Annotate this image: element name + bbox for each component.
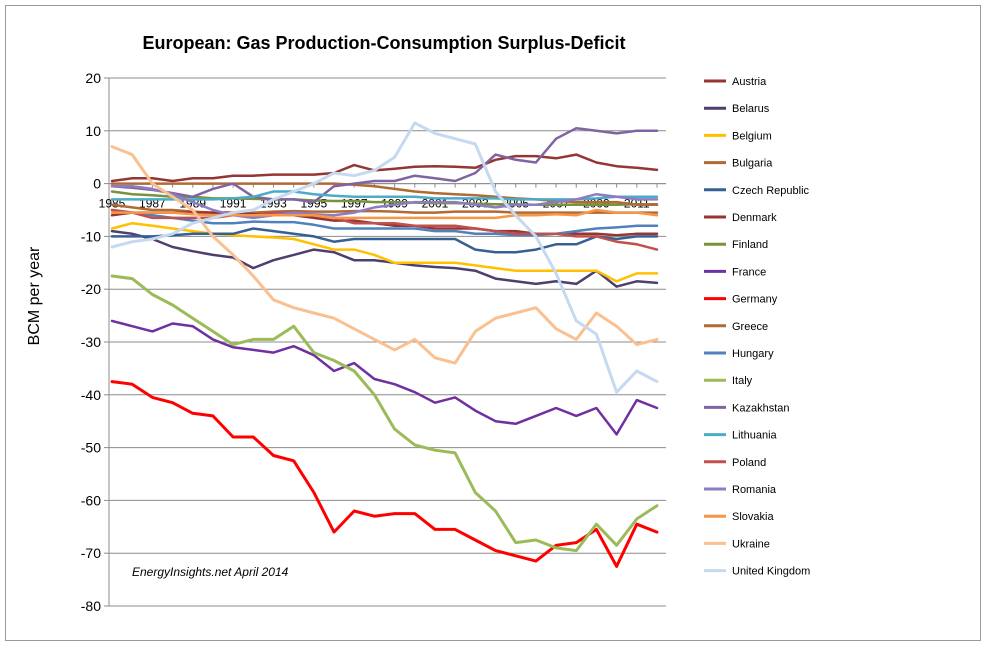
y-tick-label: -20 [81, 281, 101, 297]
series-line-austria [110, 153, 659, 183]
series-layer [110, 121, 659, 568]
series-line-germany [110, 380, 659, 568]
legend-label: Czech Republic [732, 185, 810, 197]
legend-label: Germany [732, 294, 778, 306]
legend-label: Bulgaria [732, 158, 773, 170]
legend: Austria Belarus Belgium Bulgaria Czech Repub… [704, 76, 810, 578]
x-tick-label: 1991 [220, 197, 247, 211]
legend-item: Slovakia [704, 511, 774, 523]
legend-label: Belarus [732, 103, 770, 115]
legend-item: France [704, 266, 766, 278]
series-line-belgium [110, 221, 659, 283]
legend-item: Finland [704, 239, 768, 251]
y-tick-label: -40 [81, 387, 101, 403]
legend-item: United Kingdom [704, 566, 810, 578]
legend-item: Austria [704, 76, 767, 88]
legend-item: Ukraine [704, 538, 770, 550]
series-line-romania [110, 184, 659, 220]
y-tick-label: -70 [81, 545, 101, 561]
legend-item: Bulgaria [704, 158, 773, 170]
legend-item: Romania [704, 484, 777, 496]
legend-label: France [732, 266, 766, 278]
y-tick-label: -50 [81, 440, 101, 456]
y-tick-label: 20 [85, 70, 101, 86]
legend-label: Poland [732, 457, 766, 469]
legend-item: Germany [704, 294, 778, 306]
legend-label: Austria [732, 76, 767, 88]
source-annotation: EnergyInsights.net April 2014 [132, 565, 289, 579]
y-axis: 20 10 0 -10 -20 -30 -40 -50 -60 -70 -80 [81, 70, 110, 614]
series-line-poland [110, 208, 659, 251]
legend-label: Finland [732, 239, 768, 251]
x-tick-label: 1995 [301, 197, 328, 211]
y-tick-label: -60 [81, 492, 101, 508]
legend-item: Belgium [704, 130, 772, 142]
y-tick-label: -80 [81, 598, 101, 614]
legend-item: Italy [704, 375, 753, 387]
series-line-slovakia [110, 208, 659, 220]
legend-label: Slovakia [732, 511, 774, 523]
legend-item: Denmark [704, 212, 777, 224]
legend-label: Kazakhstan [732, 402, 789, 414]
legend-item: Kazakhstan [704, 402, 789, 414]
series-line-italy [110, 274, 659, 553]
series-line-united-kingdom [110, 121, 659, 394]
legend-label: Greece [732, 321, 768, 333]
y-axis-label: BCM per year [26, 246, 43, 345]
legend-label: Hungary [732, 348, 774, 360]
legend-label: Lithuania [732, 430, 778, 442]
series-line-czech-republic [110, 227, 659, 254]
legend-label: Italy [732, 375, 753, 387]
legend-label: United Kingdom [732, 566, 810, 578]
series-line-france [110, 319, 659, 436]
legend-item: Lithuania [704, 430, 778, 442]
chart-frame [5, 5, 981, 641]
legend-item: Belarus [704, 103, 770, 115]
grid-layer [109, 77, 666, 607]
legend-label: Ukraine [732, 538, 770, 550]
y-tick-label: -10 [81, 228, 101, 244]
legend-label: Romania [732, 484, 777, 496]
chart-title: European: Gas Production-Consumption Sur… [142, 33, 625, 53]
legend-item: Czech Republic [704, 185, 810, 197]
y-tick-label: -30 [81, 334, 101, 350]
y-tick-label: 0 [93, 176, 101, 192]
series-line-finland [110, 190, 659, 206]
series-line-lithuania [110, 190, 659, 201]
series-line-kazakhstan [110, 126, 659, 204]
y-tick-label: 10 [85, 123, 101, 139]
legend-item: Poland [704, 457, 766, 469]
x-tick-label: 1997 [341, 197, 368, 211]
legend-label: Belgium [732, 130, 772, 142]
series-line-ukraine [110, 145, 659, 365]
legend-label: Denmark [732, 212, 777, 224]
legend-item: Greece [704, 321, 768, 333]
series-line-denmark [110, 211, 659, 237]
legend-item: Hungary [704, 348, 774, 360]
series-line-belarus [110, 229, 659, 288]
